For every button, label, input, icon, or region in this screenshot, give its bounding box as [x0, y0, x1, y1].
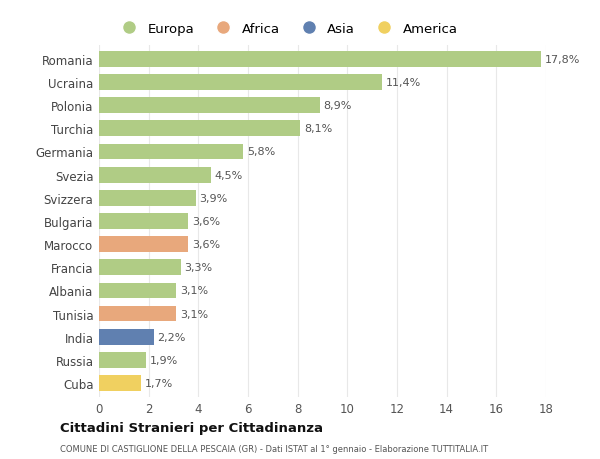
Bar	[99, 121, 300, 137]
Text: 3,6%: 3,6%	[192, 240, 220, 250]
Bar	[99, 237, 188, 252]
Text: 3,1%: 3,1%	[180, 309, 208, 319]
Bar	[99, 75, 382, 91]
Bar	[99, 283, 176, 299]
Bar	[99, 52, 541, 67]
Bar	[99, 98, 320, 114]
Bar	[99, 168, 211, 183]
Text: 3,9%: 3,9%	[200, 193, 228, 203]
Text: 17,8%: 17,8%	[545, 55, 580, 65]
Bar	[99, 144, 243, 160]
Text: 1,9%: 1,9%	[150, 355, 178, 365]
Text: 3,3%: 3,3%	[185, 263, 213, 273]
Text: 4,5%: 4,5%	[214, 170, 243, 180]
Text: 8,9%: 8,9%	[324, 101, 352, 111]
Text: 11,4%: 11,4%	[386, 78, 421, 88]
Text: 3,1%: 3,1%	[180, 286, 208, 296]
Bar	[99, 306, 176, 322]
Bar	[99, 329, 154, 345]
Bar	[99, 352, 146, 368]
Text: 1,7%: 1,7%	[145, 378, 173, 388]
Text: 3,6%: 3,6%	[192, 217, 220, 226]
Legend: Europa, Africa, Asia, America: Europa, Africa, Asia, America	[110, 17, 463, 41]
Bar	[99, 190, 196, 206]
Text: 5,8%: 5,8%	[247, 147, 275, 157]
Bar	[99, 260, 181, 275]
Text: Cittadini Stranieri per Cittadinanza: Cittadini Stranieri per Cittadinanza	[60, 421, 323, 434]
Text: 8,1%: 8,1%	[304, 124, 332, 134]
Text: 2,2%: 2,2%	[157, 332, 186, 342]
Bar	[99, 375, 141, 391]
Text: COMUNE DI CASTIGLIONE DELLA PESCAIA (GR) - Dati ISTAT al 1° gennaio - Elaborazio: COMUNE DI CASTIGLIONE DELLA PESCAIA (GR)…	[60, 444, 488, 453]
Bar	[99, 213, 188, 230]
